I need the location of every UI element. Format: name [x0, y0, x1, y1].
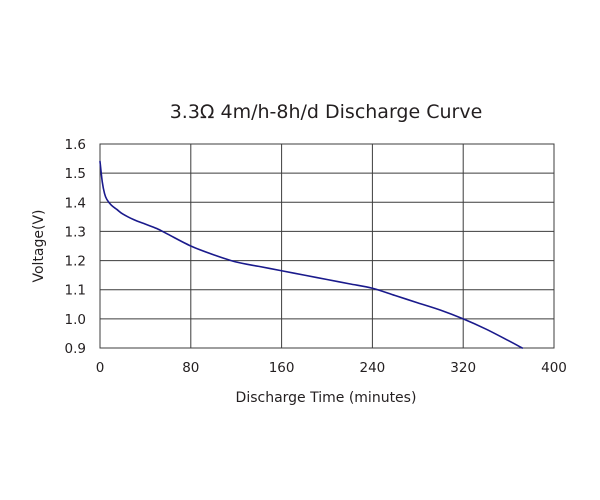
y-tick-label: 1.0	[65, 312, 86, 328]
y-tick-label: 0.9	[65, 341, 86, 357]
x-tick-label: 320	[450, 360, 476, 376]
x-tick-label: 80	[182, 360, 199, 376]
y-tick-label: 1.6	[65, 137, 86, 153]
x-axis-label: Discharge Time (minutes)	[236, 390, 417, 406]
y-tick-label: 1.5	[65, 166, 86, 182]
grid	[100, 144, 554, 348]
x-tick-label: 240	[360, 360, 386, 376]
plot-frame	[99, 143, 555, 349]
x-tick-label: 160	[269, 360, 295, 376]
x-tick-label: 0	[96, 360, 105, 376]
y-tick-label: 1.1	[65, 283, 86, 299]
series-layer	[99, 160, 524, 349]
y-tick-label: 1.4	[65, 195, 86, 211]
discharge-curve-line	[99, 160, 524, 349]
y-axis-ticks: 0.9 1.0 1.1 1.2 1.3 1.4 1.5 1.6	[65, 137, 86, 357]
y-tick-label: 1.2	[65, 254, 86, 270]
x-tick-label: 400	[541, 360, 567, 376]
x-axis-ticks: 0 80 160 240 320 400	[96, 360, 567, 376]
chart-title: 3.3Ω 4m/h-8h/d Discharge Curve	[170, 101, 483, 123]
y-axis-label: Voltage(V)	[31, 209, 47, 282]
y-tick-label: 1.3	[65, 224, 86, 240]
